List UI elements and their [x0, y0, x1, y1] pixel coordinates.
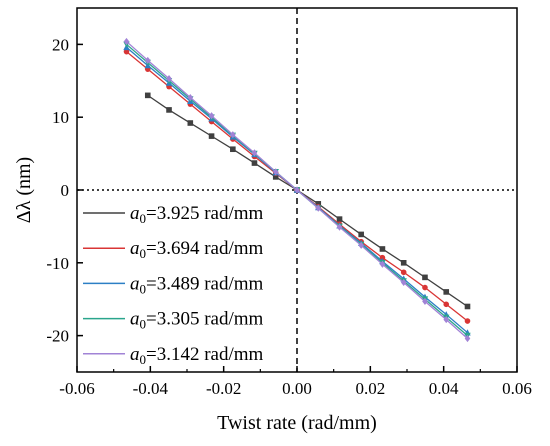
- legend-label: a0=3.694 rad/mm: [130, 238, 264, 261]
- data-point: [379, 246, 386, 252]
- data-point: [379, 254, 386, 261]
- data-point: [251, 149, 258, 157]
- data-point: [443, 301, 450, 308]
- y-tick-label: -20: [46, 327, 69, 346]
- data-point: [422, 297, 428, 305]
- legend: a0=3.925 rad/mm a0=3.694 rad/mm a0=3.489 r…: [83, 203, 264, 367]
- legend-item: a0=3.142 rad/mm: [83, 344, 264, 367]
- data-point: [400, 278, 407, 287]
- y-tick-label: 20: [52, 35, 69, 54]
- data-point: [166, 75, 172, 83]
- legend-item: a0=3.489 rad/mm: [83, 273, 264, 296]
- legend-item: a0=3.694 rad/mm: [83, 238, 264, 261]
- axes: -0.06 -0.04 -0.02 0.00 0.02 0.04 0.06 -20 -10 0 10…: [46, 35, 532, 398]
- x-tick-label: 0.04: [429, 379, 459, 398]
- data-point: [123, 48, 130, 55]
- x-axis-title: Twist rate (rad/mm): [217, 412, 377, 434]
- data-point: [208, 133, 215, 139]
- data-point: [251, 160, 258, 166]
- data-point: [272, 174, 279, 180]
- data-point: [400, 269, 407, 276]
- legend-item: a0=3.305 rad/mm: [83, 309, 264, 332]
- data-point: [315, 201, 322, 207]
- legend-label: a0=3.142 rad/mm: [130, 344, 264, 367]
- data-point: [443, 315, 450, 324]
- series-line: [147, 94, 468, 308]
- data-point: [187, 93, 194, 102]
- data-point: [464, 318, 471, 324]
- data-point: [230, 146, 236, 153]
- data-point: [123, 37, 130, 46]
- x-tick-label: 0.02: [355, 379, 385, 398]
- legend-label: a0=3.925 rad/mm: [130, 203, 264, 226]
- x-tick-label: -0.04: [133, 379, 169, 398]
- legend-label: a0=3.489 rad/mm: [130, 273, 264, 296]
- data-point: [166, 107, 172, 113]
- data-point: [379, 260, 386, 268]
- data-point: [464, 334, 471, 343]
- data-point: [400, 260, 407, 266]
- data-point: [422, 284, 428, 291]
- data-point: [187, 120, 194, 126]
- data-point: [336, 223, 343, 231]
- data-point: [144, 92, 151, 99]
- data-point: [230, 131, 236, 139]
- x-tick-label: -0.02: [206, 379, 241, 398]
- data-point: [315, 204, 322, 212]
- data-point: [294, 186, 300, 194]
- x-tick-label: 0.00: [282, 379, 312, 398]
- data-point: [336, 216, 343, 222]
- data-point: [272, 168, 279, 176]
- series-group: [123, 37, 471, 343]
- x-tick-label: 0.06: [502, 379, 532, 398]
- y-tick-label: 0: [61, 181, 70, 200]
- legend-label: a0=3.305 rad/mm: [130, 309, 264, 332]
- data-point: [358, 231, 364, 238]
- data-point: [144, 56, 151, 65]
- y-tick-label: 10: [52, 108, 69, 127]
- y-axis-title: Δλ (nm): [13, 157, 35, 223]
- y-tick-label: -10: [46, 254, 69, 273]
- data-point: [422, 274, 428, 281]
- data-point: [464, 303, 471, 310]
- data-point: [208, 112, 215, 120]
- data-point: [358, 241, 364, 249]
- data-point: [443, 289, 450, 295]
- x-tick-label: -0.06: [59, 379, 94, 398]
- legend-item: a0=3.925 rad/mm: [83, 203, 264, 226]
- series-5: [123, 37, 471, 343]
